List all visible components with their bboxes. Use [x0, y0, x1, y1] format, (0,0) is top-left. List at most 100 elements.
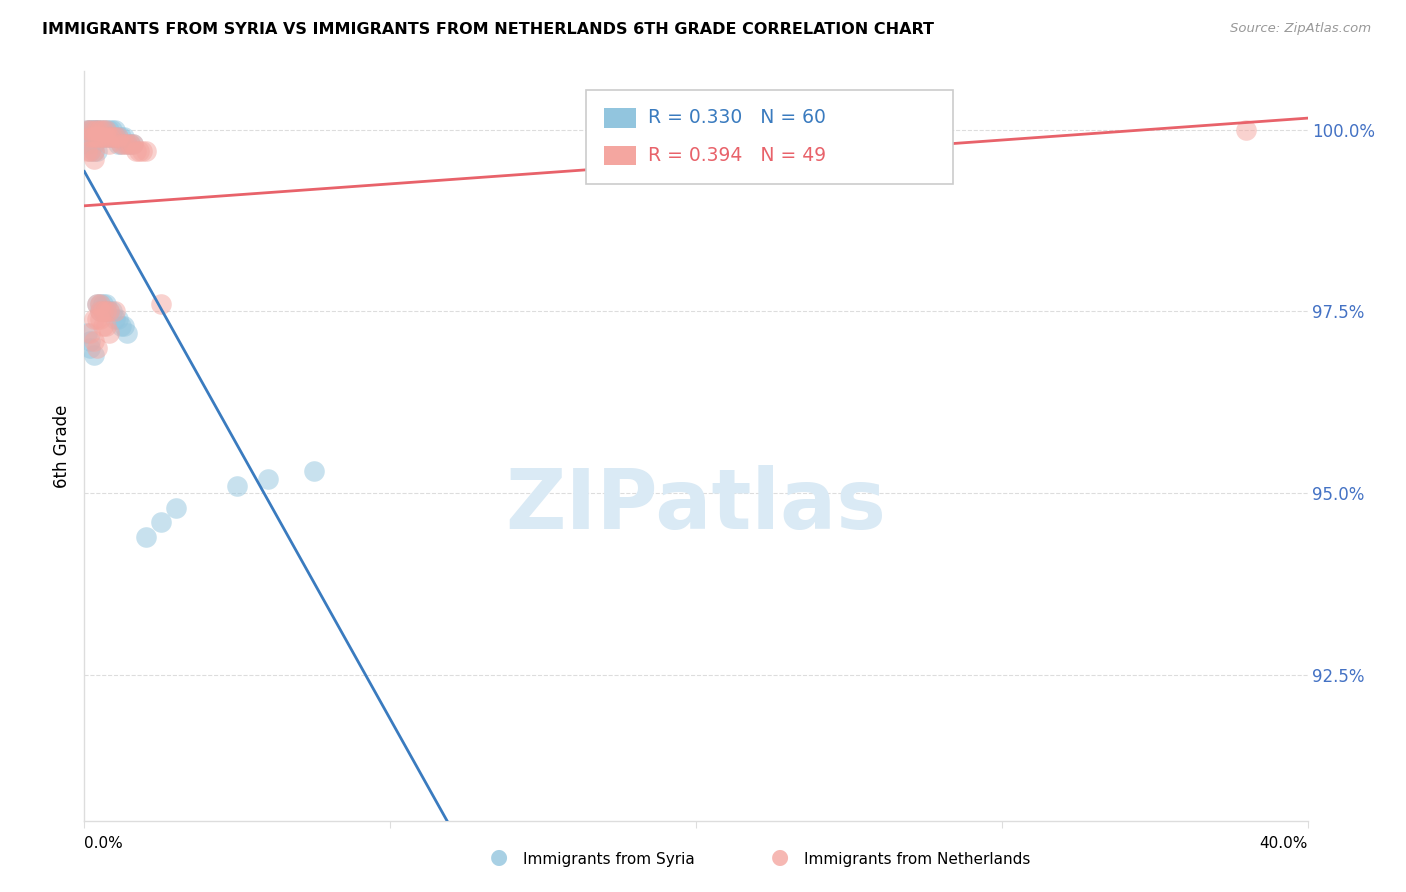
Text: 0.0%: 0.0%	[84, 836, 124, 851]
Point	[125, 145, 148, 159]
Point	[91, 122, 114, 136]
Text: ●: ●	[491, 847, 508, 867]
Point	[79, 326, 101, 341]
Text: Source: ZipAtlas.com: Source: ZipAtlas.com	[1230, 22, 1371, 36]
Point	[89, 311, 111, 326]
Point	[76, 137, 98, 152]
Point	[226, 479, 249, 493]
Point	[94, 304, 117, 318]
Point	[76, 145, 98, 159]
Point	[110, 137, 132, 152]
Point	[104, 311, 127, 326]
Point	[149, 516, 172, 530]
Point	[115, 326, 138, 341]
Point	[83, 145, 105, 159]
Point	[94, 297, 117, 311]
Point	[120, 137, 142, 152]
Text: R = 0.394   N = 49: R = 0.394 N = 49	[648, 145, 827, 165]
Point	[94, 304, 117, 318]
Point	[83, 152, 105, 166]
Point	[86, 145, 108, 159]
Point	[83, 122, 105, 136]
Point	[149, 297, 172, 311]
Point	[97, 304, 120, 318]
Point	[104, 129, 127, 144]
Text: R = 0.330   N = 60: R = 0.330 N = 60	[648, 108, 827, 128]
Point	[104, 122, 127, 136]
Point	[86, 297, 108, 311]
Point	[86, 122, 108, 136]
Point	[115, 137, 138, 152]
Point	[110, 137, 132, 152]
Point	[104, 129, 127, 144]
Point	[76, 122, 98, 136]
Point	[91, 318, 114, 333]
Point	[101, 122, 124, 136]
Point	[97, 129, 120, 144]
Point	[112, 318, 135, 333]
Point	[94, 318, 117, 333]
Point	[79, 145, 101, 159]
Point	[83, 137, 105, 152]
Point	[89, 129, 111, 144]
Point	[91, 304, 114, 318]
Point	[79, 122, 101, 136]
Point	[89, 129, 111, 144]
Point	[83, 129, 105, 144]
Point	[128, 145, 150, 159]
Point	[91, 297, 114, 311]
Point	[83, 129, 105, 144]
Point	[83, 122, 105, 136]
Point	[101, 129, 124, 144]
Point	[94, 122, 117, 136]
Point	[107, 129, 129, 144]
Point	[83, 122, 105, 136]
Point	[79, 122, 101, 136]
Text: IMMIGRANTS FROM SYRIA VS IMMIGRANTS FROM NETHERLANDS 6TH GRADE CORRELATION CHART: IMMIGRANTS FROM SYRIA VS IMMIGRANTS FROM…	[42, 22, 934, 37]
Point	[89, 297, 111, 311]
Point	[79, 341, 101, 355]
Point	[107, 137, 129, 152]
Point	[165, 500, 187, 515]
Point	[91, 129, 114, 144]
Point	[107, 311, 129, 326]
Text: ●: ●	[772, 847, 789, 867]
Point	[83, 145, 105, 159]
Point	[120, 137, 142, 152]
Point	[257, 472, 280, 486]
Point	[97, 122, 120, 136]
Point	[94, 129, 117, 144]
Point	[83, 311, 105, 326]
Text: Immigrants from Syria: Immigrants from Syria	[523, 852, 695, 867]
Point	[97, 304, 120, 318]
Point	[94, 122, 117, 136]
Point	[107, 129, 129, 144]
Point	[1236, 122, 1258, 136]
Point	[110, 129, 132, 144]
Point	[79, 137, 101, 152]
Point	[79, 129, 101, 144]
Point	[110, 318, 132, 333]
Point	[135, 145, 157, 159]
Point	[86, 129, 108, 144]
Point	[91, 122, 114, 136]
Point	[101, 129, 124, 144]
Point	[89, 129, 111, 144]
Point	[104, 304, 127, 318]
Point	[83, 348, 105, 362]
Point	[76, 122, 98, 136]
Point	[89, 304, 111, 318]
FancyBboxPatch shape	[605, 145, 636, 165]
Point	[91, 129, 114, 144]
Point	[86, 122, 108, 136]
Point	[86, 122, 108, 136]
Text: Immigrants from Netherlands: Immigrants from Netherlands	[804, 852, 1031, 867]
Point	[76, 326, 98, 341]
Point	[101, 304, 124, 318]
FancyBboxPatch shape	[605, 108, 636, 128]
Point	[86, 297, 108, 311]
Point	[91, 304, 114, 318]
Point	[86, 129, 108, 144]
Point	[83, 334, 105, 348]
Text: ZIPatlas: ZIPatlas	[506, 466, 886, 547]
